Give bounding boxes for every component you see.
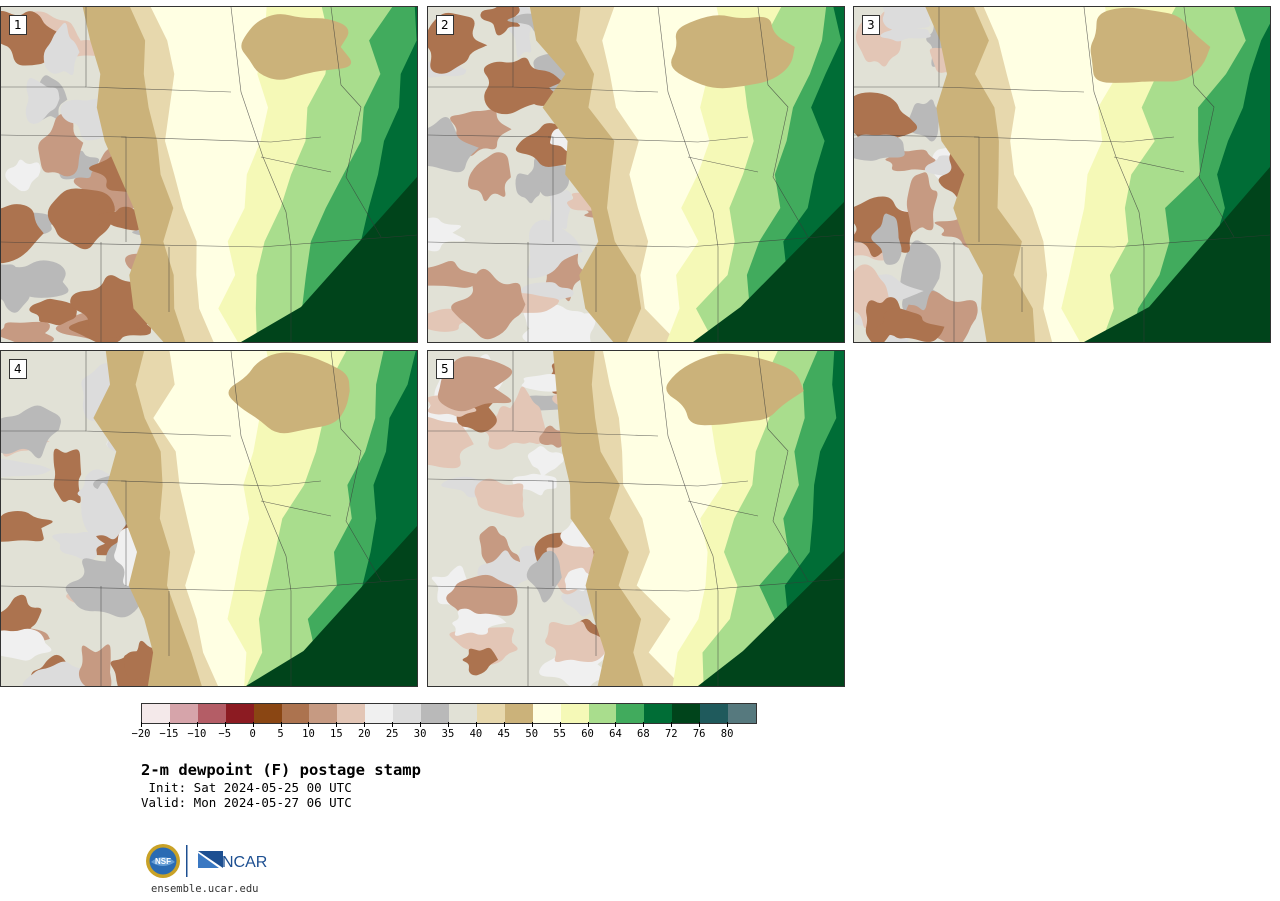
colorbar-tick-label: −15	[159, 728, 179, 740]
colorbar-tick	[699, 722, 701, 727]
colorbar-tick	[559, 722, 561, 727]
colorbar-swatch	[532, 704, 561, 723]
panel-label: 1	[9, 15, 27, 35]
colorbar-swatch	[504, 704, 533, 723]
colorbar-tick	[392, 722, 394, 727]
map-panel-5: 5	[427, 350, 845, 687]
map-panel-1: 1	[0, 6, 418, 343]
dewpoint-map	[1, 351, 417, 686]
colorbar-tick	[308, 722, 310, 727]
colorbar-tick-label: −5	[218, 728, 232, 740]
colorbar-tick-label: 60	[581, 728, 594, 740]
colorbar-tick	[671, 722, 673, 727]
dewpoint-map	[854, 7, 1270, 342]
colorbar-swatch	[448, 704, 477, 723]
colorbar-tick	[252, 722, 254, 727]
colorbar-tick-label: 35	[441, 728, 455, 740]
map-panel-2: 2	[427, 6, 845, 343]
nsf-logo-icon: NSF	[146, 844, 180, 878]
colorbar-tick-label: 76	[692, 728, 706, 740]
colorbar-tick-label: 15	[330, 728, 343, 740]
colorbar-swatch	[588, 704, 617, 723]
colorbar-swatch	[393, 704, 422, 723]
colorbar-tick	[196, 722, 198, 727]
svg-text:NCAR: NCAR	[222, 854, 267, 871]
nsf-ncar-logo: NSF NCAR	[146, 844, 267, 878]
chart-title: 2-m dewpoint (F) postage stamp	[141, 761, 421, 779]
colorbar-tick	[224, 722, 226, 727]
site-url: ensemble.ucar.edu	[151, 883, 259, 895]
map-panel-3: 3	[853, 6, 1271, 343]
colorbar-tick-label: 5	[277, 728, 284, 740]
colorbar-swatch	[728, 704, 756, 723]
panel-label: 3	[862, 15, 880, 35]
colorbar-tick	[727, 722, 729, 727]
ncar-logo-icon: NCAR	[198, 851, 267, 871]
colorbar-tick-label: 30	[413, 728, 427, 740]
panel-label: 4	[9, 359, 27, 379]
colorbar-swatch	[560, 704, 589, 723]
colorbar-swatch	[142, 704, 170, 723]
colorbar-tick-label: −20	[131, 728, 151, 740]
init-time: Init: Sat 2024-05-25 00 UTC	[141, 780, 352, 795]
colorbar-swatch	[253, 704, 282, 723]
panel-label: 2	[436, 15, 454, 35]
dewpoint-map	[428, 351, 844, 686]
colorbar-tick-label: 0	[249, 728, 256, 740]
colorbar-tick-label: −10	[187, 728, 207, 740]
colorbar-tick-label: 10	[302, 728, 315, 740]
colorbar-tick	[168, 722, 170, 727]
colorbar-tick-label: 40	[469, 728, 483, 740]
colorbar-tick	[587, 722, 589, 727]
colorbar-tick-label: 80	[720, 728, 734, 740]
colorbar-swatch	[644, 704, 673, 723]
colorbar-swatch	[309, 704, 338, 723]
colorbar-tick-label: 68	[637, 728, 650, 740]
colorbar-swatch	[700, 704, 729, 723]
colorbar-tick	[475, 722, 477, 727]
colorbar-swatch	[365, 704, 394, 723]
colorbar-tick	[531, 722, 533, 727]
valid-time: Valid: Mon 2024-05-27 06 UTC	[141, 795, 352, 810]
colorbar-swatch	[616, 704, 645, 723]
colorbar-tick-label: 20	[357, 728, 371, 740]
colorbar-tick	[280, 722, 282, 727]
colorbar-ticks: −20 −15 −10 −5 0 5 10 15 20 25 30 35 40 45 50 55 60 64 68 7…	[132, 722, 755, 742]
colorbar-tick	[336, 722, 338, 727]
colorbar-tick-label: 72	[664, 728, 678, 740]
colorbar-tick	[141, 722, 142, 727]
colorbar	[141, 703, 757, 724]
colorbar-tick	[364, 722, 366, 727]
colorbar-tick	[643, 722, 645, 727]
dewpoint-map	[1, 7, 417, 342]
panel-label: 5	[436, 359, 454, 379]
colorbar-tick	[420, 722, 422, 727]
map-panel-4: 4	[0, 350, 418, 687]
colorbar-tick-label: 45	[497, 728, 511, 740]
colorbar-tick-label: 55	[553, 728, 566, 740]
colorbar-swatch	[337, 704, 366, 723]
colorbar-swatch	[672, 704, 701, 723]
colorbar-swatch	[281, 704, 310, 723]
colorbar-swatch	[225, 704, 254, 723]
colorbar-swatch	[169, 704, 198, 723]
colorbar-swatch	[197, 704, 226, 723]
svg-text:NSF: NSF	[155, 857, 171, 866]
colorbar-tick	[448, 722, 449, 727]
colorbar-swatch	[421, 704, 449, 723]
colorbar-tick-label: 50	[525, 728, 539, 740]
colorbar-tick	[615, 722, 617, 727]
dewpoint-map	[428, 7, 844, 342]
colorbar-swatch	[476, 704, 505, 723]
colorbar-tick-label: 25	[385, 728, 399, 740]
colorbar-tick-label: 64	[609, 728, 622, 740]
colorbar-tick	[503, 722, 505, 727]
